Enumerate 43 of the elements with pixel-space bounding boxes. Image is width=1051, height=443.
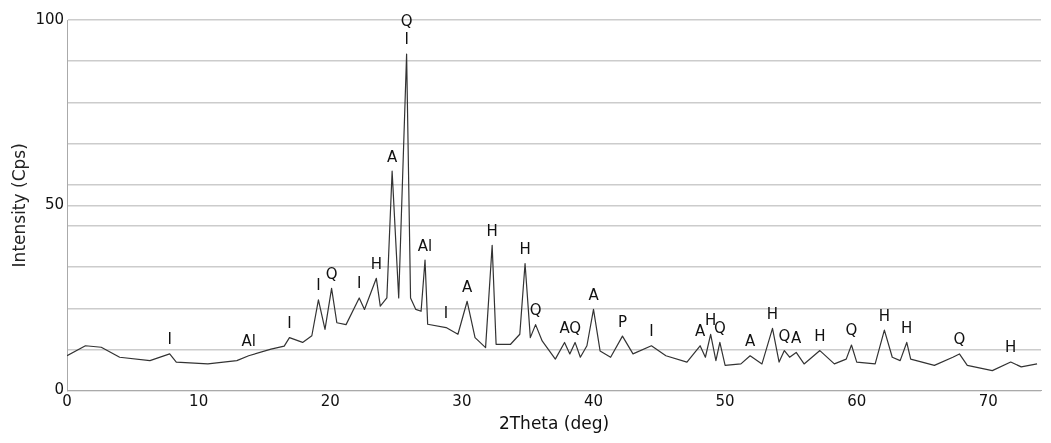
x-tick-label: 20 <box>320 392 340 411</box>
x-axis-title: 2Theta (deg) <box>498 413 610 434</box>
annotation: A <box>588 285 600 304</box>
x-tick-label: 50 <box>715 392 735 411</box>
x-tick-label: 10 <box>189 392 209 411</box>
annotation: H <box>370 254 382 273</box>
annotation: H <box>1005 338 1017 357</box>
annotation: Q <box>569 318 581 337</box>
annotation: Q <box>778 326 791 345</box>
annotation: Q <box>845 321 858 340</box>
annotation: I <box>167 330 172 349</box>
annotation: A <box>462 277 474 296</box>
annotation: Q <box>325 264 338 283</box>
annotation: H <box>519 239 531 258</box>
annotation: A <box>791 328 803 347</box>
x-tick-label: 30 <box>452 392 472 411</box>
annotation: A <box>694 322 706 341</box>
x-tick-label: 70 <box>978 392 998 411</box>
annotation: A <box>559 318 571 337</box>
annotation: I <box>443 303 449 322</box>
annotation: I <box>649 322 654 341</box>
annotation: A <box>386 147 398 166</box>
annotation: H <box>901 318 913 337</box>
annotation: I <box>357 274 362 293</box>
annotation: H <box>814 326 826 345</box>
annotation: I <box>316 276 321 295</box>
y-tick-label: 50 <box>44 195 65 214</box>
annotation: P <box>617 312 627 331</box>
annotation: H <box>486 221 498 240</box>
y-tick-label: 100 <box>35 9 65 28</box>
annotation: H <box>878 306 891 325</box>
annotation: A <box>744 332 756 351</box>
annotation: H <box>766 304 779 323</box>
annotation: Al <box>417 236 433 255</box>
annotation: Al <box>241 332 256 351</box>
annotation: Q <box>400 12 413 31</box>
x-tick-label: 60 <box>847 392 867 411</box>
x-tick-label: 40 <box>583 392 604 411</box>
annotation: Q <box>953 330 966 349</box>
y-axis-title: Intensity (Cps) <box>8 143 29 268</box>
annotation: I <box>287 313 292 332</box>
annotation: I <box>404 30 409 49</box>
annotation: Q <box>529 301 542 320</box>
